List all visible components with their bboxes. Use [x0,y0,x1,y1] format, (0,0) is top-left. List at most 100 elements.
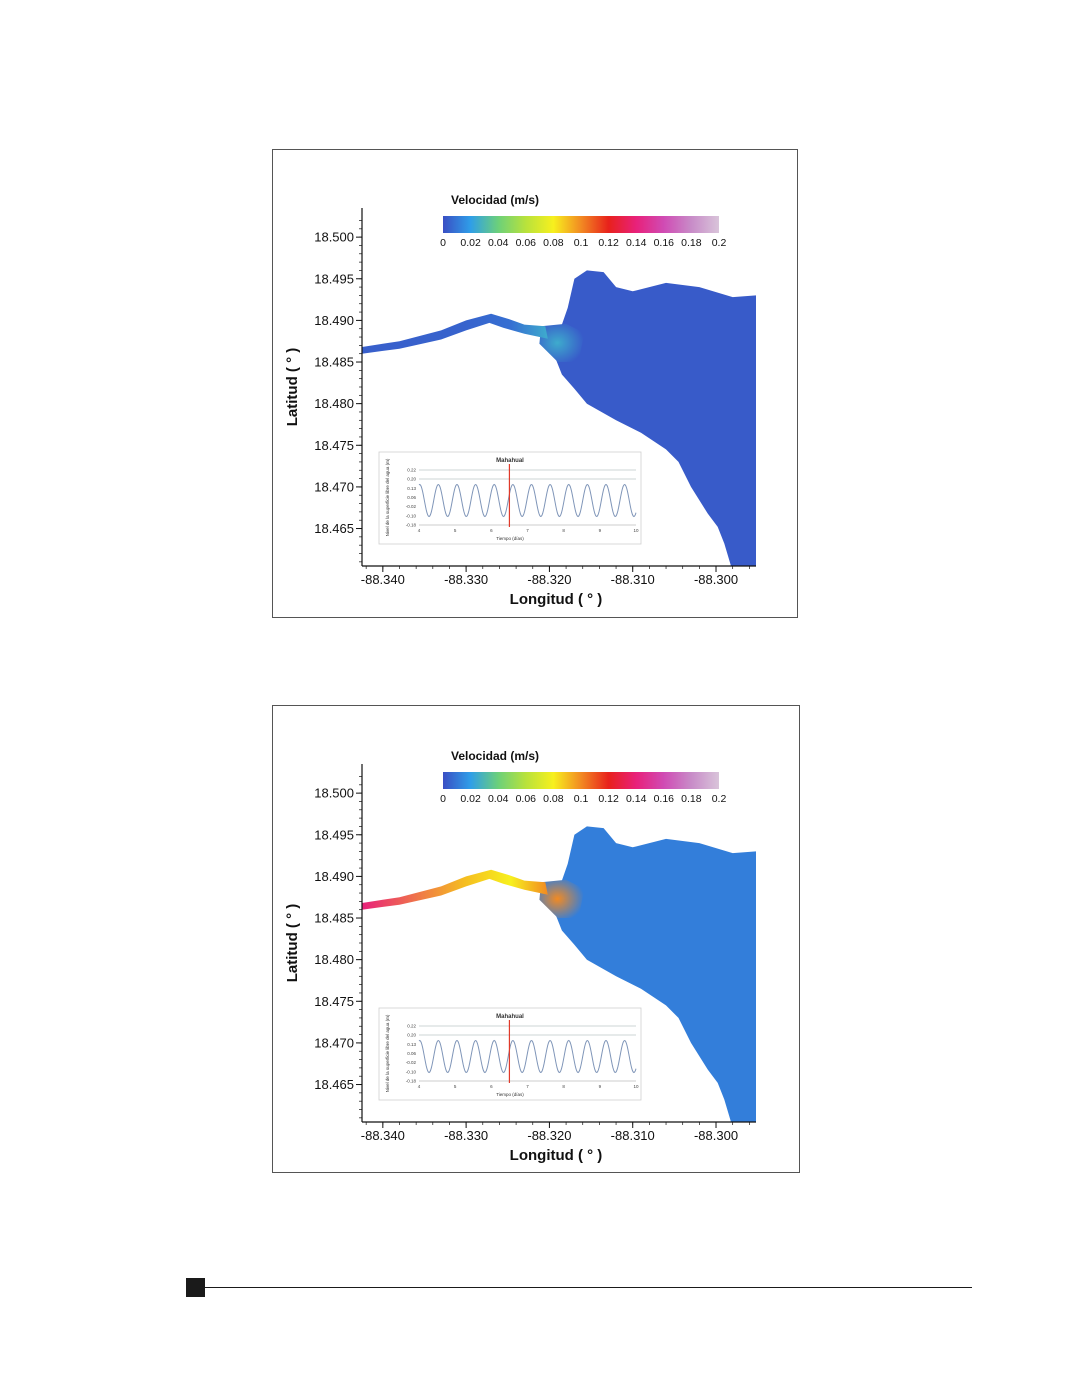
sea-region [555,270,756,566]
colorbar-tick-label: 0.2 [712,237,727,249]
x-tick-label: -88.310 [611,1128,655,1143]
inset-x-tick-label: 7 [526,1084,529,1089]
inset-x-tick-label: 10 [633,528,639,533]
colorbar-tick-label: 0 [440,237,446,249]
y-axis-title: Latitud ( ° ) [284,904,301,982]
inlet-region [539,879,585,918]
y-tick-label: 18.500 [314,786,354,801]
inset-chart: Mahahual 0.22 0.20 0.13 0.06 -0.02 -0.10 -0.184… [378,451,642,545]
colorbar-title: Velocidad (m/s) [451,749,539,763]
velocity-map-1: Velocidad (m/s) 0 0.02 0.04 0.06 0.08 0.1 0.12 0… [284,193,756,608]
x-tick-label: -88.340 [361,572,405,587]
x-tick-label: -88.310 [611,572,655,587]
x-tick-label: -88.300 [694,1128,738,1143]
inset-x-tick-label: 8 [562,528,565,533]
inset-y-tick-label: 0.22 [407,468,416,473]
inset-y-tick-label: 0.20 [407,477,416,482]
inset-x-tick-label: 6 [490,528,493,533]
inset-y-tick-label: 0.22 [407,1024,416,1029]
colorbar-title: Velocidad (m/s) [451,193,539,207]
y-tick-label: 18.495 [314,827,354,842]
colorbar-tick-label: 0.12 [598,237,619,249]
colorbar-tick-label: 0.04 [488,793,509,805]
velocity-map-panel-1: Velocidad (m/s) 0 0.02 0.04 0.06 0.08 0.1 0.12 0… [272,149,798,618]
inset-y-tick-label: -0.18 [406,523,417,528]
channel-region [362,313,548,354]
inset-y-tick-label: -0.18 [406,1079,417,1084]
colorbar-tick-label: 0.08 [543,237,564,249]
x-tick-label: -88.340 [361,1128,405,1143]
x-axis-title: Longitud ( ° ) [510,1147,603,1164]
y-tick-label: 18.480 [314,396,354,411]
colorbar-tick-label: 0.18 [681,793,702,805]
colorbar-tick-label: 0.1 [574,237,589,249]
inset-y-tick-label: -0.10 [406,1069,417,1074]
colorbar-tick-label: 0.16 [654,793,675,805]
inset-x-axis-title: Tiempo (días) [496,1092,524,1097]
colorbar-tick-label: 0.1 [574,793,589,805]
inset-x-tick-label: 5 [454,1084,457,1089]
x-tick-label: -88.320 [527,572,571,587]
y-tick-label: 18.465 [314,1077,354,1092]
inset-y-tick-label: 0.06 [407,495,416,500]
inset-y-tick-label: 0.13 [407,1042,416,1047]
colorbar-tick-label: 0.12 [598,793,619,805]
colorbar-tick-label: 0.02 [460,237,481,249]
inset-water-level-line [418,1039,637,1074]
y-tick-label: 18.475 [314,438,354,453]
colorbar-tick-label: 0.04 [488,237,509,249]
y-tick-label: 18.485 [314,355,354,370]
y-tick-label: 18.495 [314,271,354,286]
inset-x-tick-label: 9 [599,1084,602,1089]
y-tick-label: 18.485 [314,911,354,926]
inset-y-axis-title: Nivel de la superficie libre del agua (m… [385,458,390,536]
colorbar-tick-label: 0.14 [626,237,647,249]
inset-x-tick-label: 4 [418,528,421,533]
inset-y-tick-label: -0.02 [406,1060,417,1065]
inset-x-tick-label: 9 [599,528,602,533]
inset-x-axis-title: Tiempo (días) [496,536,524,541]
colorbar-tick-label: 0.16 [654,237,675,249]
inset-x-tick-label: 5 [454,528,457,533]
inset-y-tick-label: 0.06 [407,1051,416,1056]
inset-x-tick-label: 7 [526,528,529,533]
inset-x-tick-label: 6 [490,1084,493,1089]
inset-y-tick-label: 0.13 [407,486,416,491]
colorbar-tick-label: 0.2 [712,793,727,805]
inset-x-tick-label: 10 [633,1084,639,1089]
x-tick-label: -88.320 [527,1128,571,1143]
velocity-map-2: Velocidad (m/s) 0 0.02 0.04 0.06 0.08 0.1 0.12 0… [284,749,756,1164]
inset-title: Mahahual [496,458,524,464]
y-tick-label: 18.480 [314,952,354,967]
y-tick-label: 18.500 [314,230,354,245]
y-tick-label: 18.490 [314,869,354,884]
inset-chart: Mahahual 0.22 0.20 0.13 0.06 -0.02 -0.10 -0.184… [378,1007,642,1101]
inset-title: Mahahual [496,1014,524,1020]
colorbar-tick-label: 0.06 [516,237,537,249]
y-axis-title: Latitud ( ° ) [284,348,301,426]
sea-region [555,826,756,1122]
colorbar [443,772,719,789]
inset-water-level-line [418,483,637,518]
footer-square [186,1278,205,1297]
y-tick-label: 18.475 [314,994,354,1009]
colorbar-tick-label: 0.08 [543,793,564,805]
colorbar-tick-label: 0 [440,793,446,805]
inset-x-tick-label: 4 [418,1084,421,1089]
inset-y-tick-label: -0.02 [406,504,417,509]
inset-y-tick-label: 0.20 [407,1033,416,1038]
x-tick-label: -88.330 [444,1128,488,1143]
colorbar [443,216,719,233]
x-axis-title: Longitud ( ° ) [510,591,603,608]
colorbar-tick-label: 0.18 [681,237,702,249]
footer-rule [205,1287,972,1288]
y-tick-label: 18.470 [314,1035,354,1050]
y-tick-label: 18.490 [314,313,354,328]
velocity-map-panel-2: Velocidad (m/s) 0 0.02 0.04 0.06 0.08 0.1 0.12 0… [272,705,800,1173]
x-tick-label: -88.300 [694,572,738,587]
inset-x-tick-label: 8 [562,1084,565,1089]
channel-region [362,869,548,910]
colorbar-tick-label: 0.14 [626,793,647,805]
inset-y-axis-title: Nivel de la superficie libre del agua (m… [385,1014,390,1092]
inset-y-tick-label: -0.10 [406,513,417,518]
